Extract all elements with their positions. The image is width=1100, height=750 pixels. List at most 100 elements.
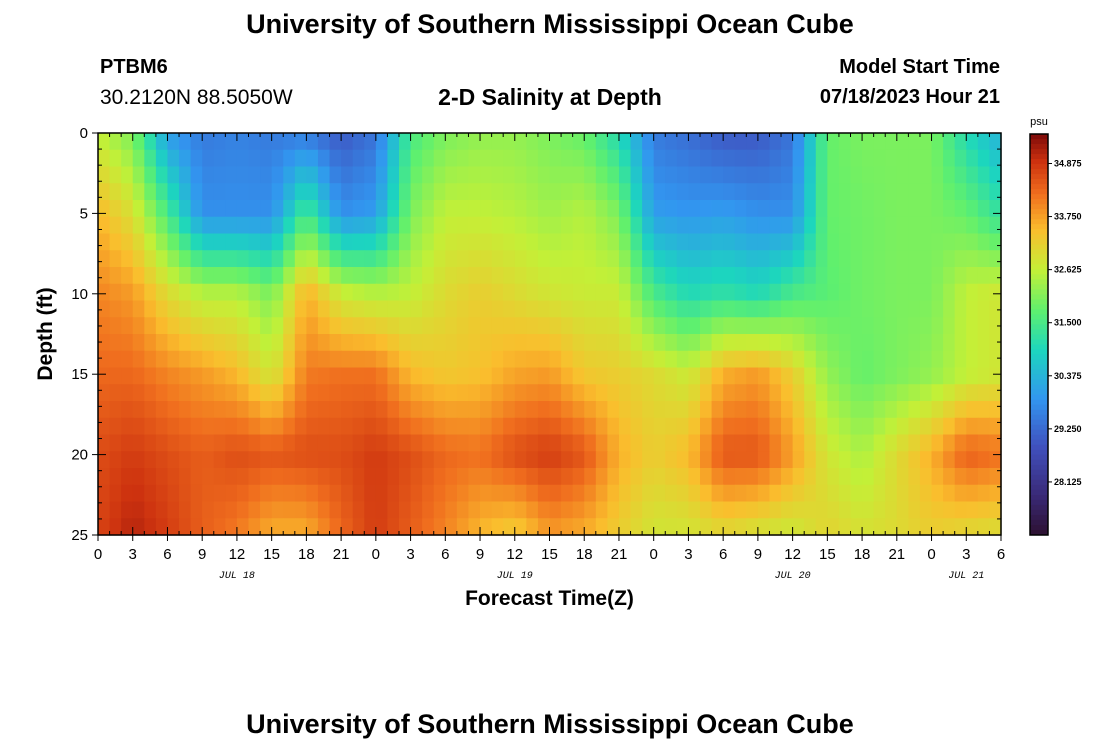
heatmap-cell bbox=[144, 250, 157, 268]
heatmap-cell bbox=[688, 367, 701, 385]
heatmap-cell bbox=[746, 149, 759, 168]
colorbar-segment bbox=[1030, 164, 1048, 170]
heatmap-cell bbox=[260, 133, 273, 151]
heatmap-cell bbox=[144, 434, 157, 452]
heatmap-cell bbox=[723, 518, 736, 536]
heatmap-cell bbox=[248, 317, 261, 335]
heatmap-cell bbox=[109, 350, 122, 369]
heatmap-cell bbox=[549, 216, 562, 235]
heatmap-cell bbox=[190, 200, 203, 218]
heatmap-cell bbox=[155, 484, 169, 503]
heatmap-cell bbox=[630, 401, 643, 419]
heatmap-cell bbox=[248, 250, 261, 268]
heatmap-cell bbox=[885, 149, 898, 168]
heatmap-cell bbox=[792, 283, 805, 302]
heatmap-cell bbox=[688, 451, 701, 469]
heatmap-cell bbox=[202, 166, 215, 184]
heatmap-cell bbox=[584, 300, 597, 318]
heatmap-cell bbox=[341, 334, 354, 352]
heatmap-cell bbox=[584, 183, 597, 201]
colorbar-segment bbox=[1030, 259, 1048, 265]
heatmap-cell bbox=[132, 200, 145, 218]
heatmap-cell bbox=[387, 250, 400, 268]
heatmap-cell bbox=[827, 166, 840, 184]
heatmap-cell bbox=[98, 518, 111, 536]
heatmap-cell bbox=[526, 300, 539, 318]
heatmap-cell bbox=[248, 267, 261, 285]
heatmap-cell bbox=[549, 468, 562, 486]
heatmap-cell bbox=[815, 334, 828, 352]
heatmap-cell bbox=[873, 417, 886, 436]
heatmap-cell bbox=[815, 300, 828, 318]
heatmap-cell bbox=[144, 283, 157, 302]
colorbar-segment bbox=[1030, 449, 1048, 456]
heatmap-cell bbox=[283, 350, 296, 369]
heatmap-cell bbox=[769, 267, 782, 285]
heatmap-cell bbox=[537, 484, 551, 503]
heatmap-cell bbox=[943, 267, 956, 285]
heatmap-cell bbox=[213, 283, 226, 302]
heatmap-cell bbox=[734, 200, 747, 218]
heatmap-cell bbox=[537, 183, 551, 201]
heatmap-cell bbox=[885, 317, 898, 335]
heatmap-cell bbox=[364, 484, 377, 503]
heatmap-cell bbox=[248, 350, 261, 369]
heatmap-cell bbox=[584, 434, 597, 452]
heatmap-cell bbox=[445, 267, 458, 285]
heatmap-cell bbox=[352, 468, 365, 486]
heatmap-cell bbox=[155, 283, 169, 302]
heatmap-cell bbox=[804, 484, 817, 503]
heatmap-cell bbox=[329, 183, 342, 201]
colorbar-segment bbox=[1030, 139, 1048, 145]
heatmap-cell bbox=[665, 166, 678, 184]
heatmap-cell bbox=[746, 183, 759, 201]
heatmap-cell bbox=[179, 183, 192, 201]
heatmap-cell bbox=[618, 200, 632, 218]
heatmap-cell bbox=[792, 518, 805, 536]
heatmap-cell bbox=[283, 451, 296, 469]
colorbar-segment bbox=[1030, 479, 1048, 486]
heatmap-cell bbox=[815, 283, 828, 302]
x-tick-label: 3 bbox=[129, 546, 137, 563]
heatmap-cell bbox=[260, 149, 273, 168]
heatmap-cell bbox=[734, 183, 747, 201]
heatmap-cell bbox=[190, 401, 203, 419]
heatmap-cell bbox=[121, 300, 134, 318]
heatmap-cell bbox=[225, 267, 238, 285]
heatmap-cell bbox=[375, 451, 389, 469]
heatmap-cell bbox=[584, 367, 597, 385]
heatmap-cell bbox=[167, 166, 180, 184]
heatmap-cell bbox=[908, 367, 921, 385]
heatmap-cell bbox=[283, 233, 296, 251]
heatmap-cell bbox=[943, 518, 956, 536]
heatmap-cell bbox=[514, 183, 527, 201]
heatmap-cell bbox=[896, 468, 909, 486]
heatmap-cell bbox=[676, 334, 690, 352]
heatmap-cell bbox=[584, 200, 597, 218]
heatmap-cell bbox=[387, 417, 400, 436]
heatmap-cell bbox=[144, 501, 157, 519]
heatmap-cell bbox=[202, 317, 215, 335]
heatmap-cell bbox=[827, 233, 840, 251]
heatmap-cell bbox=[132, 417, 145, 436]
heatmap-cell bbox=[642, 267, 655, 285]
heatmap-cell bbox=[179, 317, 192, 335]
heatmap-cell bbox=[155, 434, 169, 452]
heatmap-cell bbox=[480, 317, 493, 335]
heatmap-cell bbox=[422, 149, 435, 168]
heatmap-cell bbox=[804, 518, 817, 536]
heatmap-cell bbox=[132, 518, 145, 536]
heatmap-cell bbox=[700, 401, 713, 419]
heatmap-cell bbox=[595, 518, 608, 536]
heatmap-cell bbox=[989, 484, 1002, 503]
heatmap-cell bbox=[700, 300, 713, 318]
heatmap-cell bbox=[896, 216, 909, 235]
heatmap-cell bbox=[468, 250, 481, 268]
heatmap-cell bbox=[236, 149, 250, 168]
heatmap-cell bbox=[329, 216, 342, 235]
heatmap-cell bbox=[862, 200, 875, 218]
heatmap-cell bbox=[665, 401, 678, 419]
x-tick-label: 0 bbox=[927, 546, 935, 563]
heatmap-cell bbox=[908, 518, 921, 536]
heatmap-cell bbox=[491, 200, 504, 218]
